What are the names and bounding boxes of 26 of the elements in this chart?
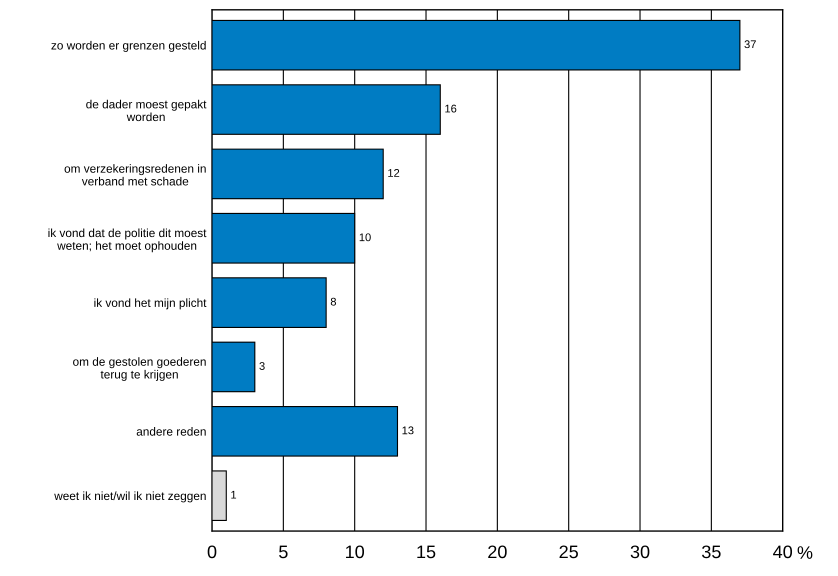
x-tick-label: 35 [702,545,721,558]
x-tick-label: 40 [773,545,792,558]
x-tick-label: 25 [560,545,578,558]
x-tick-label: 30 [630,545,650,558]
data-label: 13 [402,426,414,434]
data-label: 10 [360,233,371,242]
data-label: 16 [445,104,456,113]
y-tick-label: zo worden er grenzen gesteld [51,40,206,52]
y-tick-label: andere reden [136,427,206,436]
data-label: 1 [231,490,236,499]
data-label: 12 [388,169,400,177]
x-tick-label: 0 [208,545,216,558]
data-label: 8 [330,298,336,306]
data-label: 37 [744,40,756,48]
x-tick-label: 20 [488,545,507,558]
data-label: 3 [259,362,265,370]
x-tick-label: 15 [417,546,436,558]
x-tick-label: 5 [279,546,288,558]
y-tick-label: om verzekeringsredenen in verband met schade [64,164,206,186]
y-tick-label: weet ik niet/wil ik niet zeggen [54,491,206,502]
y-tick-label: ik vond dat de politie dit moest weten; het moet ophouden [48,228,206,252]
y-tick-label: de dader moest gepakt worden [86,100,206,122]
x-axis-title: % [798,546,812,559]
y-tick-label: om de gestolen goederen terug te krijgen [73,357,206,381]
x-tick-label: 10 [346,545,364,558]
y-tick-label: ik vond het mijn plicht [94,298,206,310]
